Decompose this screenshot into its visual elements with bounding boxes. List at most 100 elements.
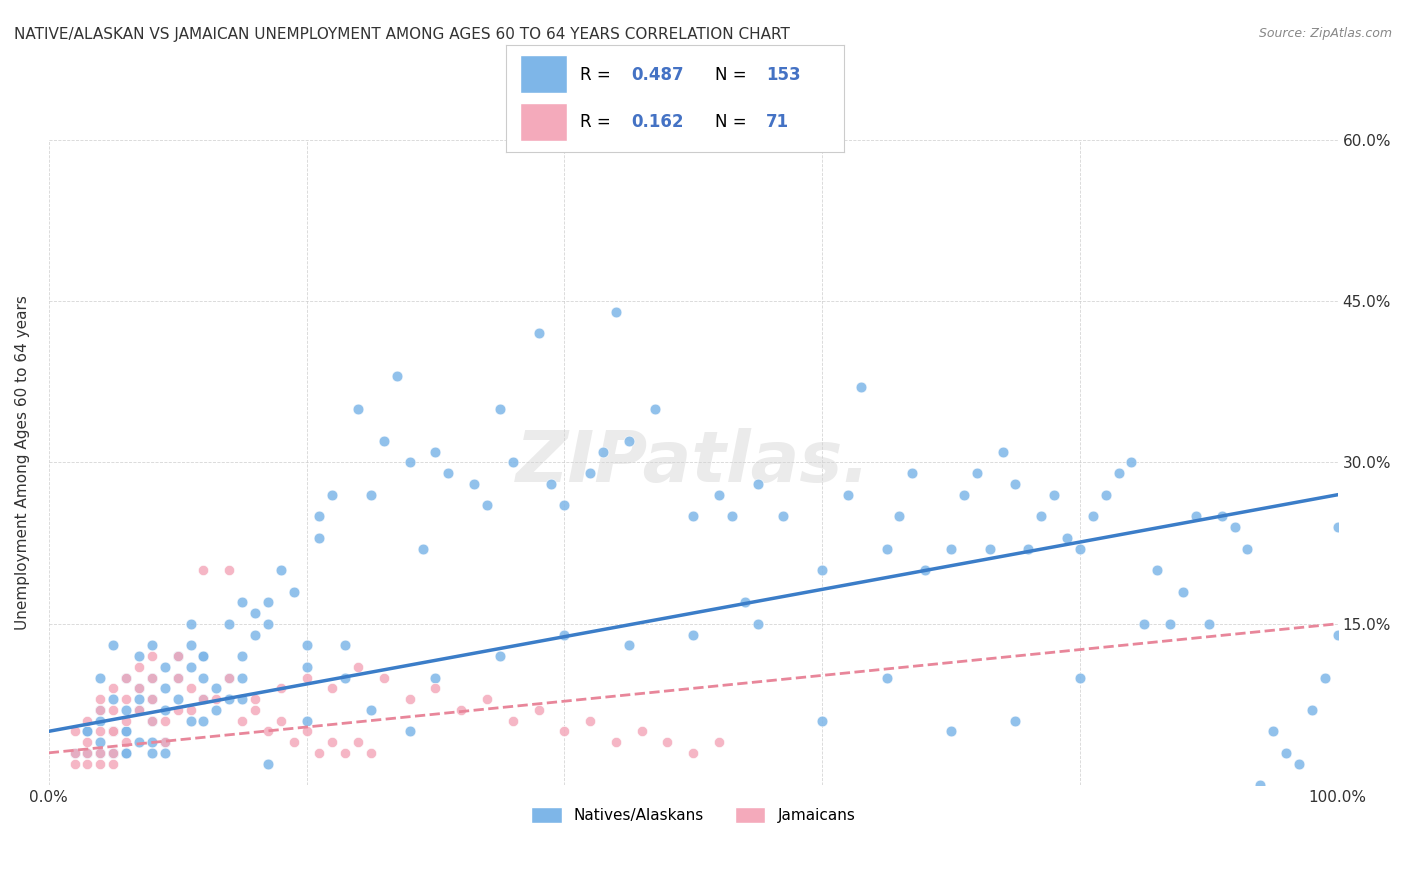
Point: [103, 746, 125, 760]
Point: [63, 746, 86, 760]
Point: [1159, 616, 1181, 631]
Point: [166, 648, 188, 663]
Point: [1031, 509, 1053, 524]
Point: [153, 746, 176, 760]
Point: [103, 724, 125, 739]
Point: [347, 401, 370, 416]
Point: [257, 595, 280, 609]
Point: [991, 444, 1014, 458]
Point: [979, 541, 1001, 556]
Point: [605, 735, 627, 749]
Point: [425, 681, 447, 696]
Point: [1326, 627, 1348, 641]
Point: [115, 692, 138, 706]
Point: [166, 648, 188, 663]
Point: [475, 692, 498, 706]
Point: [115, 714, 138, 728]
Point: [1249, 778, 1271, 792]
Point: [193, 692, 215, 706]
Point: [721, 509, 744, 524]
Point: [308, 509, 330, 524]
Point: [553, 724, 575, 739]
Point: [128, 660, 150, 674]
Point: [63, 724, 86, 739]
Point: [89, 746, 111, 760]
Point: [193, 692, 215, 706]
Point: [1263, 724, 1285, 739]
Point: [205, 692, 228, 706]
Point: [180, 681, 202, 696]
Point: [205, 703, 228, 717]
Point: [180, 638, 202, 652]
Point: [1198, 616, 1220, 631]
Point: [270, 681, 292, 696]
Point: [115, 703, 138, 717]
Point: [193, 671, 215, 685]
Point: [243, 606, 266, 620]
Point: [128, 681, 150, 696]
Point: [811, 714, 834, 728]
Point: [103, 746, 125, 760]
Point: [707, 735, 730, 749]
Point: [128, 681, 150, 696]
Point: [128, 648, 150, 663]
Point: [657, 735, 679, 749]
Point: [747, 477, 769, 491]
Point: [103, 703, 125, 717]
Point: [502, 455, 524, 469]
Point: [630, 724, 652, 739]
Point: [218, 671, 240, 685]
Point: [115, 671, 138, 685]
Point: [141, 692, 163, 706]
Point: [321, 681, 343, 696]
Point: [141, 671, 163, 685]
Point: [617, 638, 640, 652]
Point: [180, 616, 202, 631]
Point: [115, 746, 138, 760]
Point: [128, 735, 150, 749]
Point: [734, 595, 756, 609]
Point: [489, 648, 512, 663]
Point: [579, 467, 602, 481]
Point: [1185, 509, 1208, 524]
Point: [335, 746, 357, 760]
Point: [1043, 488, 1066, 502]
Point: [76, 746, 98, 760]
Point: [295, 638, 318, 652]
Point: [450, 703, 472, 717]
Point: [335, 638, 357, 652]
Point: [295, 724, 318, 739]
Point: [425, 444, 447, 458]
Point: [231, 648, 253, 663]
Point: [1275, 746, 1298, 760]
Text: ZIPatlas.: ZIPatlas.: [516, 428, 870, 497]
Point: [89, 746, 111, 760]
Point: [527, 703, 550, 717]
Text: NATIVE/ALASKAN VS JAMAICAN UNEMPLOYMENT AMONG AGES 60 TO 64 YEARS CORRELATION CH: NATIVE/ALASKAN VS JAMAICAN UNEMPLOYMENT …: [14, 27, 790, 42]
Point: [876, 541, 898, 556]
Point: [876, 671, 898, 685]
Point: [1004, 477, 1026, 491]
Point: [1236, 541, 1258, 556]
Point: [953, 488, 976, 502]
Point: [1108, 467, 1130, 481]
Point: [1288, 756, 1310, 771]
Point: [243, 703, 266, 717]
Point: [295, 714, 318, 728]
Point: [295, 671, 318, 685]
Point: [141, 648, 163, 663]
Point: [939, 724, 962, 739]
Point: [605, 305, 627, 319]
Legend: Natives/Alaskans, Jamaicans: Natives/Alaskans, Jamaicans: [524, 801, 862, 829]
Point: [837, 488, 859, 502]
Point: [540, 477, 562, 491]
Point: [579, 714, 602, 728]
Point: [218, 616, 240, 631]
Point: [437, 467, 460, 481]
Point: [747, 616, 769, 631]
Point: [553, 627, 575, 641]
Point: [180, 660, 202, 674]
Point: [103, 692, 125, 706]
Point: [914, 563, 936, 577]
Point: [193, 563, 215, 577]
